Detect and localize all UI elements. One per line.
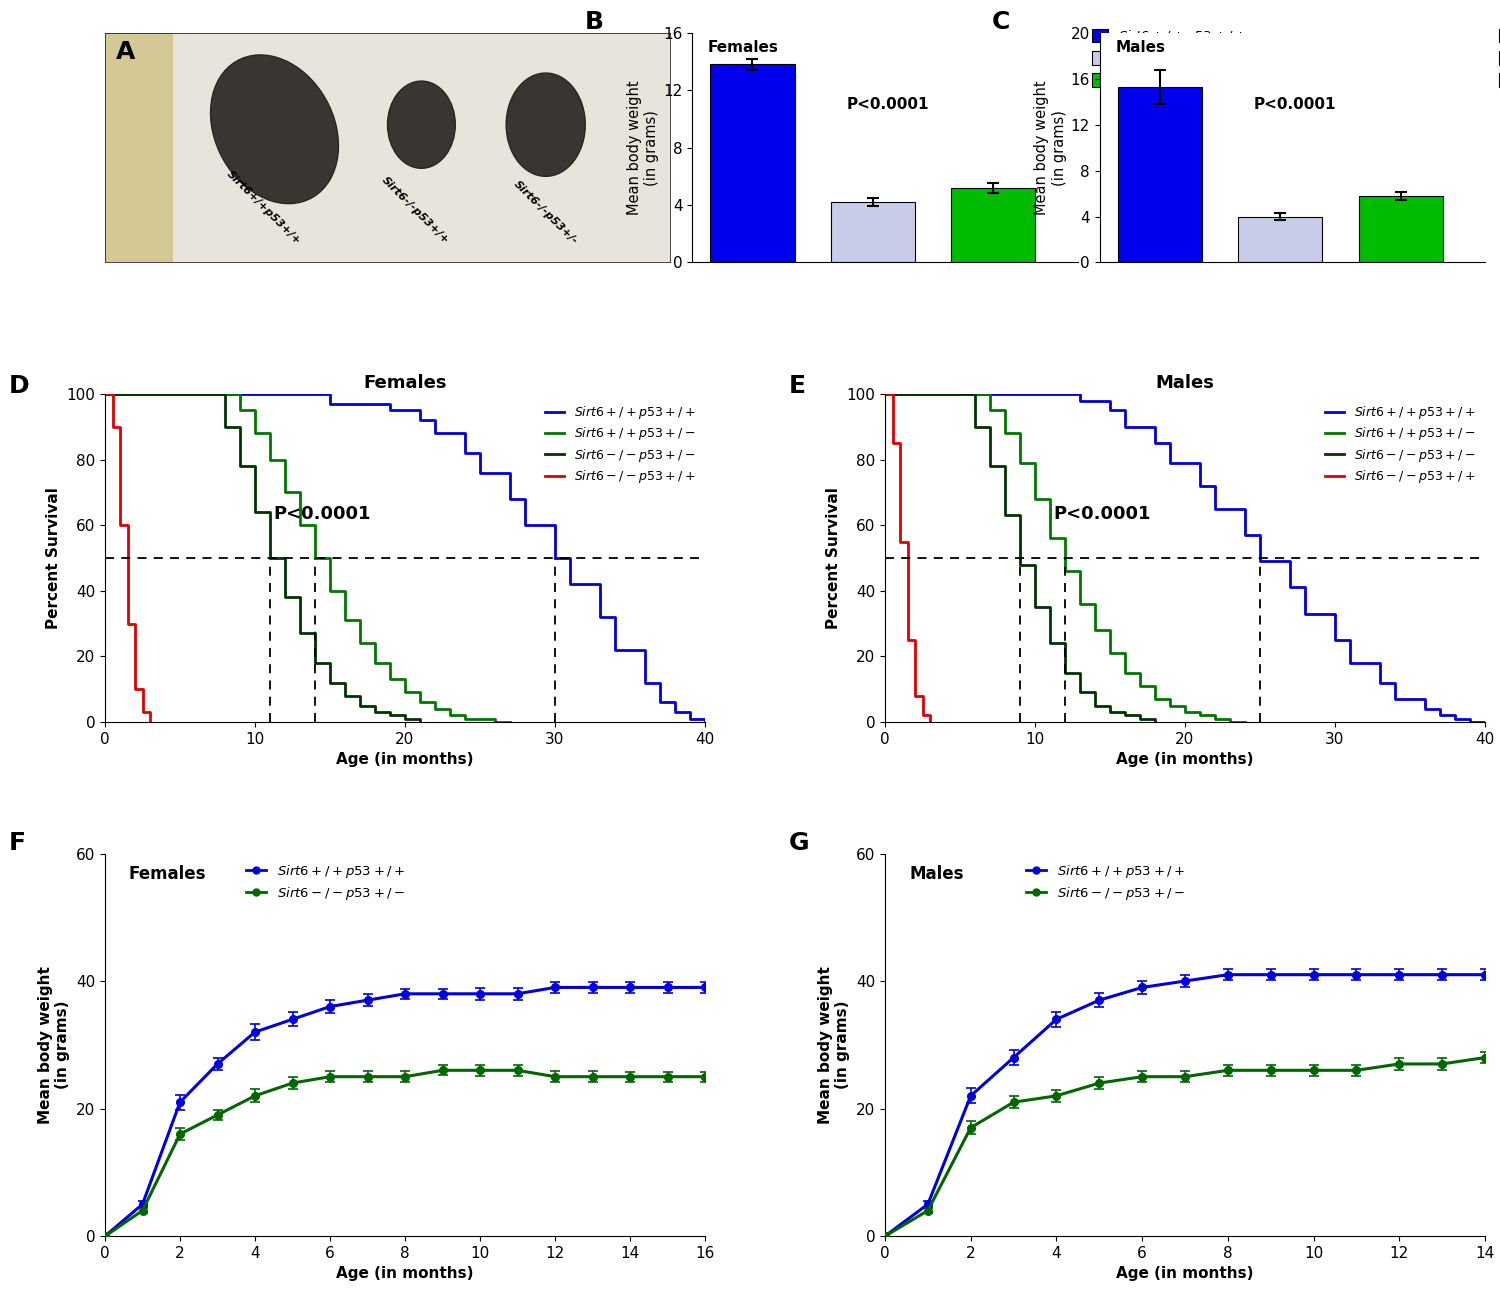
Bar: [1118, 87, 1202, 263]
X-axis label: Age (in months): Age (in months): [1116, 1266, 1254, 1281]
Bar: [105, 33, 172, 263]
Text: P<0.0001: P<0.0001: [846, 96, 928, 112]
Text: P<0.0001: P<0.0001: [1053, 505, 1150, 522]
Ellipse shape: [210, 55, 339, 204]
Bar: [951, 188, 1035, 263]
Title: Females: Females: [363, 375, 447, 392]
Text: A: A: [117, 39, 135, 63]
Text: E: E: [789, 375, 806, 398]
Y-axis label: Mean body weight
(in grams): Mean body weight (in grams): [627, 80, 658, 214]
X-axis label: Age (in months): Age (in months): [336, 1266, 474, 1281]
Bar: [711, 64, 795, 263]
Text: Sirt6+/+p53+/+: Sirt6+/+p53+/+: [225, 168, 302, 246]
Text: B: B: [585, 11, 603, 34]
Y-axis label: Mean body weight
(in grams): Mean body weight (in grams): [818, 967, 850, 1124]
Y-axis label: Percent Survival: Percent Survival: [827, 487, 842, 629]
Text: P<0.0001: P<0.0001: [1254, 96, 1336, 112]
Ellipse shape: [506, 74, 585, 176]
Text: F: F: [9, 831, 26, 855]
Legend: $\it{Sirt6+/+p53+/+}$, $\it{Sirt6+/+p53+/-}$, $\it{Sirt6-/-p53+/-}$, $\it{Sirt6-: $\it{Sirt6+/+p53+/+}$, $\it{Sirt6+/+p53+…: [1322, 400, 1479, 489]
Title: Males: Males: [1155, 375, 1215, 392]
Legend: $\it{Sirt6+/+p53+/+}$, $\it{Sirt6+/+p53+/-}$, $\it{Sirt6-/-p53+/-}$, $\it{Sirt6-: $\it{Sirt6+/+p53+/+}$, $\it{Sirt6+/+p53+…: [542, 400, 699, 489]
X-axis label: Age (in months): Age (in months): [1116, 752, 1254, 767]
Y-axis label: Mean body weight
(in grams): Mean body weight (in grams): [38, 967, 70, 1124]
Legend: $\it{Sirt6+/+p53+/+}$, $\it{Sirt6-/-p53+/-}$: $\it{Sirt6+/+p53+/+}$, $\it{Sirt6-/-p53+…: [243, 860, 408, 905]
Legend: $\it{Sirt6+/+p53+/+}$, $\it{Sirt6-/-p53+/+}$, $\it{Sirt6-/-p53+/-}$: $\it{Sirt6+/+p53+/+}$, $\it{Sirt6-/-p53+…: [1092, 28, 1246, 89]
Text: P<0.0001: P<0.0001: [273, 505, 370, 522]
Ellipse shape: [387, 82, 456, 168]
Text: Females: Females: [129, 865, 207, 882]
Text: G: G: [789, 831, 810, 855]
Text: Sirt6-/-p53+/+: Sirt6-/-p53+/+: [381, 175, 452, 246]
Text: C: C: [992, 11, 1011, 34]
Bar: [172, 33, 670, 263]
X-axis label: Age (in months): Age (in months): [336, 752, 474, 767]
Text: Males: Males: [1114, 39, 1166, 55]
Text: Males: Males: [909, 865, 963, 882]
Bar: [831, 203, 915, 263]
Bar: [1238, 217, 1323, 263]
Y-axis label: Mean body weight
(in grams): Mean body weight (in grams): [1034, 80, 1066, 214]
Legend: $\it{Sirt6+/+p53+/+}$, $\it{Sirt6-/-p53+/-}$: $\it{Sirt6+/+p53+/+}$, $\it{Sirt6-/-p53+…: [1023, 860, 1188, 905]
Text: D: D: [9, 375, 30, 398]
Y-axis label: Percent Survival: Percent Survival: [46, 487, 62, 629]
Text: Females: Females: [708, 39, 778, 55]
Text: Sirt6-/-p53+/-: Sirt6-/-p53+/-: [512, 179, 579, 246]
Bar: [1359, 196, 1443, 263]
